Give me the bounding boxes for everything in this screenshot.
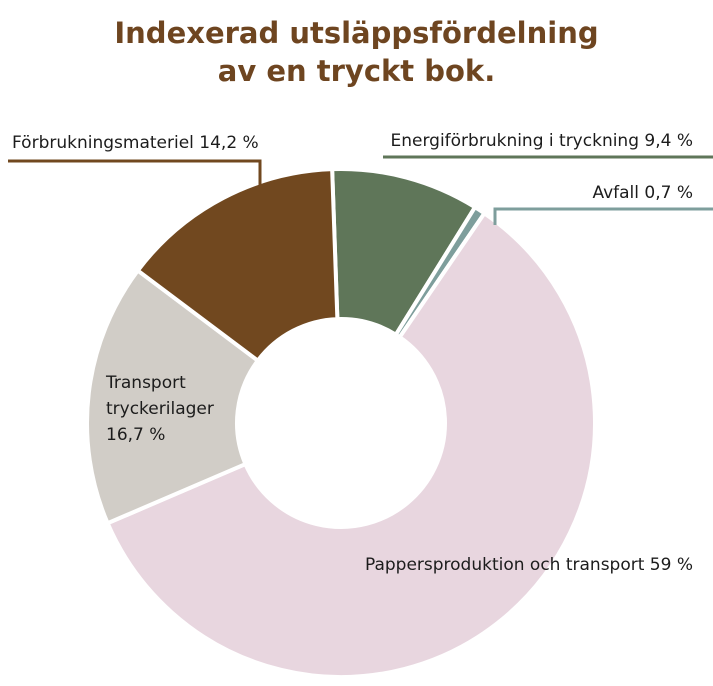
donut-slices xyxy=(85,167,597,679)
chart-title-line-2: av en tryckt bok. xyxy=(217,54,496,88)
chart-title-line-1: Indexerad utsläppsfördelning xyxy=(114,16,599,50)
slice-label-transport-line-3: 16,7 % xyxy=(106,425,165,445)
slice-label-pappersproduktion: Pappersproduktion och transport 59 % xyxy=(365,555,693,575)
slice-label-energiforbrukning: Energiförbrukning i tryckning 9,4 % xyxy=(390,131,693,151)
slice-label-transport-line-2: tryckerilager xyxy=(106,399,214,419)
slice-label-transport-line-1: Transport xyxy=(105,373,186,393)
slice-label-avfall: Avfall 0,7 % xyxy=(592,183,693,203)
leader-line-forbrukningsmateriel xyxy=(8,159,262,186)
leader-line-avfall xyxy=(493,207,713,225)
donut-slice-forbrukningsmateriel xyxy=(135,167,340,363)
donut-slice-transport xyxy=(85,268,260,526)
chart-title: Indexerad utsläppsfördelning av en tryck… xyxy=(0,14,713,90)
slice-label-forbrukningsmateriel: Förbrukningsmateriel 14,2 % xyxy=(12,133,259,153)
donut-slice-pappersproduktion xyxy=(105,211,597,679)
